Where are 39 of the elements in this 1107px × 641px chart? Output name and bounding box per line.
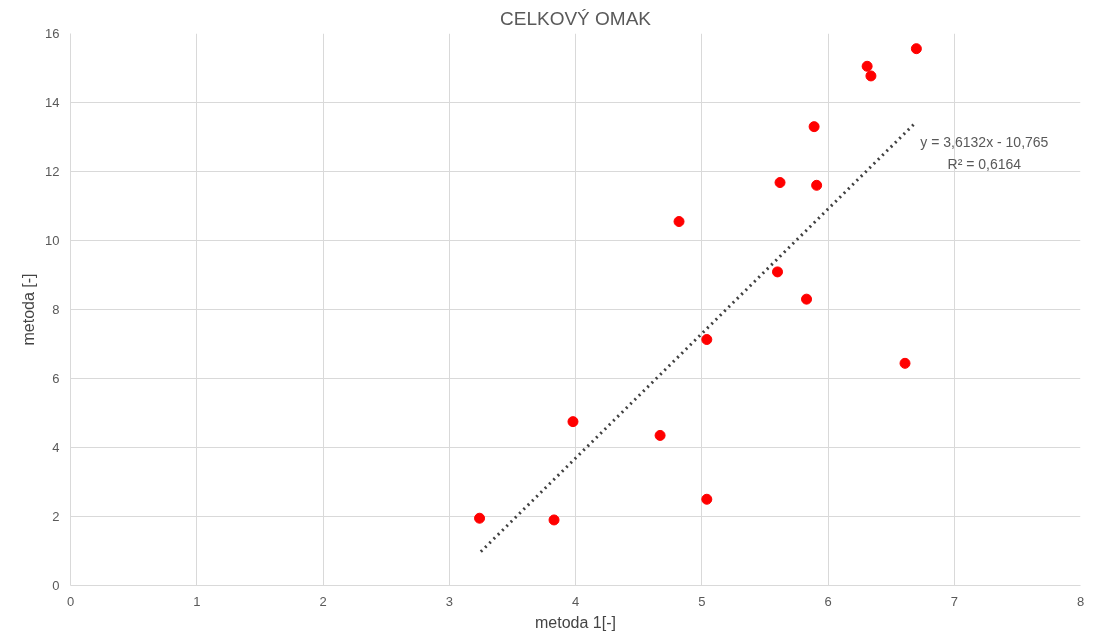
- point: [899, 357, 911, 369]
- x-tick-label: 3: [445, 593, 453, 609]
- x-tick-label: 2: [319, 593, 327, 609]
- point: [548, 514, 560, 526]
- point: [673, 216, 685, 228]
- point: [801, 293, 813, 305]
- x-tick-label: 0: [66, 593, 75, 609]
- y-tick-label: 4: [52, 440, 60, 455]
- y-tick-label: 6: [52, 371, 60, 386]
- annotation: R² = 0,6164: [947, 155, 1022, 172]
- x-tick-label: 5: [698, 593, 706, 609]
- y-tick-label: 0: [52, 578, 60, 593]
- y-tick-label: 10: [45, 233, 60, 248]
- point: [774, 177, 786, 189]
- point: [808, 121, 820, 133]
- chart-title: CELKOVÝ OMAK: [500, 7, 652, 29]
- y-tick-label: 8: [52, 302, 60, 317]
- point: [567, 416, 579, 428]
- y-axis-title: metoda [-]: [20, 273, 38, 346]
- point: [861, 60, 873, 72]
- x-tick-label: 1: [193, 593, 201, 609]
- point: [811, 179, 823, 191]
- x-tick-label: 8: [1076, 593, 1085, 609]
- point: [865, 70, 877, 82]
- point: [701, 334, 713, 346]
- point: [654, 429, 666, 441]
- y-tick-label: 12: [45, 164, 60, 179]
- y-tick-label: 14: [45, 95, 60, 110]
- point: [701, 493, 713, 505]
- x-tick-label: 4: [571, 593, 580, 609]
- x-axis-title: metoda 1[-]: [535, 613, 616, 631]
- x-tick-label: 6: [824, 593, 832, 609]
- point: [772, 266, 783, 278]
- point: [910, 43, 922, 55]
- point: [474, 512, 486, 524]
- y-tick-label: 2: [52, 509, 60, 524]
- y-tick-label: 16: [45, 26, 60, 41]
- annotation: y = 3,6132x - 10,765: [920, 133, 1049, 150]
- x-tick-label: 7: [950, 593, 958, 609]
